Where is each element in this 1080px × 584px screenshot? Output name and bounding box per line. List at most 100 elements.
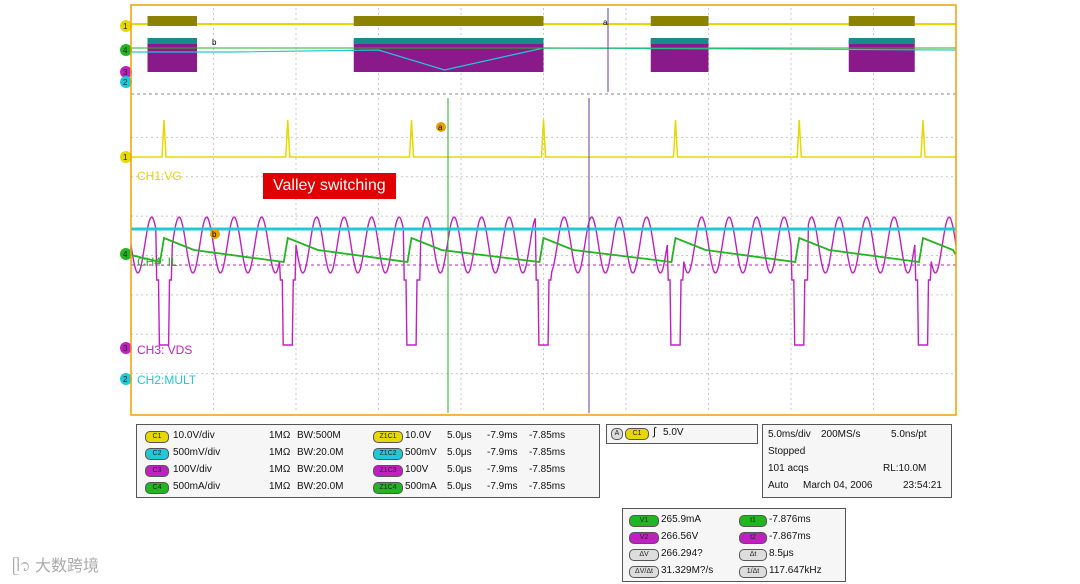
- trigger-mode: Auto: [768, 480, 789, 491]
- overview-ch1-burst: [353, 16, 544, 26]
- overview-ch4-burst: [848, 38, 915, 44]
- zoom-position-2: -7.85ms: [529, 430, 566, 441]
- channel-marker: [120, 373, 132, 385]
- overview-ch3-burst: [147, 40, 197, 72]
- zoom-time: 5.0μs: [447, 481, 472, 492]
- timebase-scale: 5.0ms/div: [768, 429, 811, 440]
- channel-marker-label: 3: [123, 344, 128, 353]
- channel-bandwidth: BW:20.0M: [297, 464, 344, 475]
- channel-label: CH3: VDS: [137, 343, 192, 357]
- zoom-position: -7.9ms: [487, 481, 518, 492]
- channel-coupling: 1MΩ: [269, 430, 291, 441]
- overview-ch3-burst: [650, 40, 709, 72]
- channel-coupling: 1MΩ: [269, 447, 291, 458]
- cursor-t-badge: t1: [739, 515, 767, 527]
- zoom-position-2: -7.85ms: [529, 447, 566, 458]
- channel-scale: 10.0V/div: [173, 430, 215, 441]
- channel-marker-label: 1: [123, 153, 128, 162]
- channel-marker-label: 4: [123, 250, 128, 259]
- watermark-logo-icon: ᥫ᭡: [12, 558, 35, 575]
- cursor-v-badge: ΔV: [629, 549, 659, 561]
- channel-marker: [120, 248, 132, 260]
- waveform-traces: [130, 16, 957, 346]
- cursor-v-badge: ΔV/Δt: [629, 566, 659, 578]
- channel-scale: 500mA/div: [173, 481, 221, 492]
- zoom-position: -7.9ms: [487, 464, 518, 475]
- overview-ch4-burst: [650, 38, 709, 44]
- cursor-t-value: 117.647kHz: [769, 565, 822, 576]
- channel-marker: [120, 151, 132, 163]
- channel-marker: [120, 342, 132, 354]
- cursor-t-badge: 1/Δt: [739, 566, 767, 578]
- zoom-channel-badge: Z1C4: [373, 482, 403, 494]
- cursor-label-badge: [436, 122, 446, 132]
- cursor-t-badge: Δt: [739, 549, 767, 561]
- ch4-il-trace: [130, 236, 957, 264]
- overview-ch3-burst: [848, 40, 915, 72]
- cursor-t-value: -7.876ms: [769, 514, 811, 525]
- cursor-v-value: 265.9mA: [661, 514, 702, 525]
- cursor-readout-panel: V1 265.9mA t1 -7.876ms V2 266.56V t2 -7.8…: [622, 508, 846, 582]
- ch3-vds-trace: [130, 216, 957, 346]
- zoom-label: b: [212, 38, 217, 47]
- overview-ch4-burst: [353, 38, 544, 44]
- channel-marker-label: 2: [123, 78, 128, 87]
- channel-bandwidth: BW:20.0M: [297, 481, 344, 492]
- trigger-level: 5.0V: [663, 427, 684, 438]
- timebase-panel: 5.0ms/div 200MS/s 5.0ns/pt Stopped 101 a…: [762, 424, 952, 498]
- zoom-channel-badge: Z1C2: [373, 448, 403, 460]
- channel-marker-label: 4: [123, 46, 128, 55]
- channel-marker: [120, 44, 132, 56]
- channel-coupling: 1MΩ: [269, 464, 291, 475]
- cursor-v-badge: V2: [629, 532, 659, 544]
- channel-marker-label: 1: [123, 22, 128, 31]
- channel-bandwidth: BW:20.0M: [297, 447, 344, 458]
- zoom-time: 5.0μs: [447, 464, 472, 475]
- zoom-channel-badge: Z1C3: [373, 465, 403, 477]
- channel-scale: 100V/div: [173, 464, 212, 475]
- trigger-source-badge: C1: [625, 428, 649, 440]
- channel-label: CH1:VG: [137, 169, 182, 183]
- channel-badge: C2: [145, 448, 169, 460]
- cursor-v-badge: V1: [629, 515, 659, 527]
- overview-ch4-burst: [147, 38, 197, 44]
- channel-badge: C3: [145, 465, 169, 477]
- sample-rate: 200MS/s: [821, 429, 861, 440]
- trigger-edge-icon: ∫: [653, 426, 657, 438]
- cursor-label: b: [212, 230, 217, 239]
- acq-time: 23:54:21: [903, 480, 942, 491]
- zoom-position-2: -7.85ms: [529, 464, 566, 475]
- watermark-text: 大数跨境: [34, 558, 99, 575]
- ch1-vg-trace: [131, 119, 956, 158]
- zoom-position-2: -7.85ms: [529, 481, 566, 492]
- overview-ch1-burst: [147, 16, 197, 26]
- channel-settings-panel: C1 10.0V/div 1MΩ BW:500M Z1C1 10.0V 5.0μ…: [136, 424, 600, 498]
- zoom-label: a: [603, 18, 608, 27]
- channel-marker: [120, 76, 132, 88]
- display-frame: [130, 4, 957, 416]
- cursor-t-value: 8.5μs: [769, 548, 794, 559]
- zoom-scale: 500mV: [405, 447, 437, 458]
- zoom-grid: [131, 93, 956, 413]
- trigger-badge: A: [611, 428, 623, 440]
- channel-marker: [120, 20, 132, 32]
- record-length: RL:10.0M: [883, 463, 927, 474]
- channel-marker-label: 3: [123, 68, 128, 77]
- valley-switching-annotation: Valley switching: [263, 173, 396, 199]
- cursor-label-badge: [210, 229, 220, 239]
- cursor-t-badge: t2: [739, 532, 767, 544]
- cursor-t-value: -7.867ms: [769, 531, 811, 542]
- cursor-v-value: 31.329M?/s: [661, 565, 714, 576]
- acq-date: March 04, 2006: [803, 480, 873, 491]
- zoom-scale: 100V: [405, 464, 429, 475]
- zoom-position: -7.9ms: [487, 430, 518, 441]
- time-per-point: 5.0ns/pt: [891, 429, 927, 440]
- cursor-v-value: 266.56V: [661, 531, 699, 542]
- overview-ch1-burst: [650, 16, 709, 26]
- trigger-panel: A C1 ∫ 5.0V: [606, 424, 758, 444]
- zoom-time: 5.0μs: [447, 447, 472, 458]
- channel-scale: 500mV/div: [173, 447, 221, 458]
- zoom-time: 5.0μs: [447, 430, 472, 441]
